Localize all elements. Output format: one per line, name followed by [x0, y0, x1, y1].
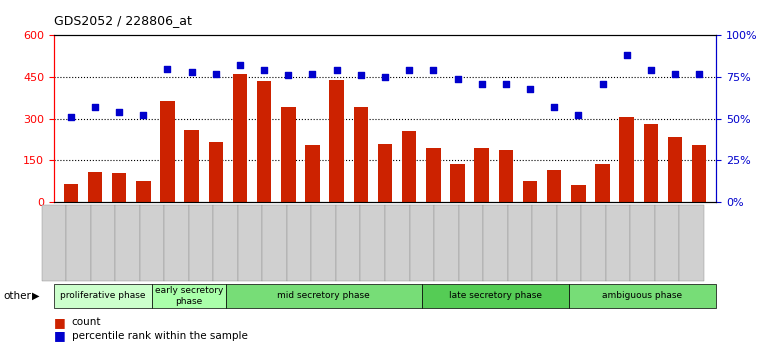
- Text: count: count: [72, 317, 101, 327]
- Point: [524, 86, 536, 91]
- Point: [548, 104, 561, 110]
- Text: percentile rank within the sample: percentile rank within the sample: [72, 331, 247, 341]
- Text: mid secretory phase: mid secretory phase: [277, 291, 370, 301]
- Bar: [209, 142, 223, 202]
- Text: ■: ■: [54, 329, 65, 342]
- Bar: [644, 124, 658, 202]
- Point: [476, 81, 488, 86]
- Point: [113, 109, 126, 115]
- Bar: [668, 137, 682, 202]
- Text: other: other: [4, 291, 32, 301]
- Text: ambiguous phase: ambiguous phase: [602, 291, 682, 301]
- Bar: [233, 74, 247, 202]
- Point: [403, 68, 415, 73]
- Point: [306, 71, 319, 76]
- Point: [282, 73, 294, 78]
- Bar: [64, 184, 78, 202]
- Bar: [305, 145, 320, 202]
- Bar: [499, 150, 513, 202]
- Bar: [571, 185, 586, 202]
- Bar: [547, 170, 561, 202]
- Bar: [136, 181, 151, 202]
- Point: [500, 81, 512, 86]
- Point: [209, 71, 222, 76]
- Bar: [330, 80, 344, 202]
- Bar: [523, 181, 537, 202]
- Text: GDS2052 / 228806_at: GDS2052 / 228806_at: [54, 14, 192, 27]
- Bar: [402, 131, 417, 202]
- Point: [451, 76, 464, 81]
- Point: [427, 68, 440, 73]
- Bar: [378, 144, 392, 202]
- Bar: [112, 173, 126, 202]
- Text: ■: ■: [54, 316, 65, 329]
- Bar: [426, 148, 440, 202]
- Point: [330, 68, 343, 73]
- Bar: [184, 130, 199, 202]
- Point: [596, 81, 608, 86]
- Point: [669, 71, 681, 76]
- Bar: [595, 164, 610, 202]
- Point: [379, 74, 391, 80]
- Point: [186, 69, 198, 75]
- Point: [355, 73, 367, 78]
- Point: [258, 68, 270, 73]
- Point: [621, 52, 633, 58]
- Point: [65, 114, 77, 120]
- Text: ▶: ▶: [32, 291, 40, 301]
- Point: [644, 68, 657, 73]
- Bar: [160, 101, 175, 202]
- Bar: [619, 117, 634, 202]
- Bar: [281, 108, 296, 202]
- Point: [89, 104, 101, 110]
- Bar: [88, 172, 102, 202]
- Point: [162, 66, 174, 72]
- Point: [693, 71, 705, 76]
- Bar: [474, 148, 489, 202]
- Bar: [353, 108, 368, 202]
- Text: proliferative phase: proliferative phase: [60, 291, 146, 301]
- Point: [137, 113, 149, 118]
- Text: early secretory
phase: early secretory phase: [155, 286, 223, 306]
- Point: [572, 113, 584, 118]
- Bar: [450, 164, 465, 202]
- Bar: [257, 81, 271, 202]
- Text: late secretory phase: late secretory phase: [449, 291, 542, 301]
- Point: [234, 63, 246, 68]
- Bar: [692, 145, 706, 202]
